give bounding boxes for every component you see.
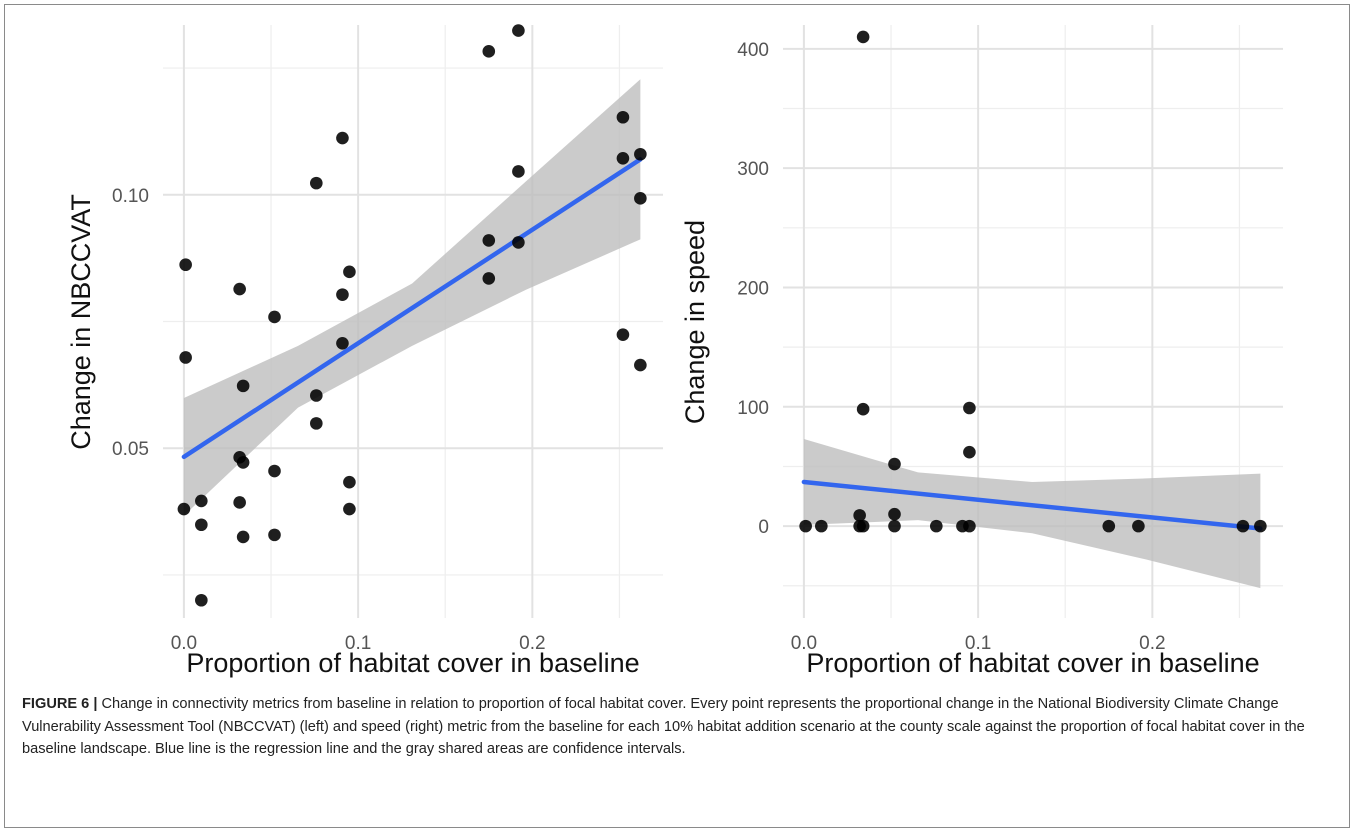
figure-caption: FIGURE 6 | Change in connectivity metric… <box>22 693 1340 761</box>
right-y-tick-label: 100 <box>737 398 769 419</box>
left-data-point <box>634 358 647 372</box>
left-data-point <box>343 502 356 516</box>
right-data-point <box>1102 519 1116 533</box>
left-data-point <box>233 282 246 296</box>
left-data-point <box>268 310 281 324</box>
right-data-point <box>799 519 812 533</box>
right-data-point <box>856 402 870 416</box>
left-data-point <box>195 494 208 508</box>
left-data-point <box>616 328 630 341</box>
left-data-point <box>336 131 349 145</box>
left-y-tick-label: 0.10 <box>112 186 149 207</box>
left-data-point <box>233 496 246 509</box>
right-data-point <box>1132 519 1145 533</box>
left-y-axis-title: Change in NBCCVAT <box>66 194 96 450</box>
caption-text: Change in connectivity metrics from base… <box>22 696 1305 757</box>
left-regression-line <box>181 157 643 460</box>
right-y-axis-title: Change in speed <box>680 220 710 424</box>
left-data-point <box>343 475 356 489</box>
right-data-point <box>963 445 976 459</box>
left-data-point <box>236 456 250 469</box>
right-confidence-band <box>803 439 1261 589</box>
left-data-point <box>195 593 208 607</box>
chart-left-nbccvat: 0.0 0.1 0.2 0.05 0.10 Proportion of habitat c… <box>66 24 663 678</box>
left-data-point <box>482 272 496 285</box>
left-data-point <box>512 236 525 249</box>
right-y-tick-label: 300 <box>737 159 769 180</box>
right-y-tick-label: 400 <box>737 40 769 61</box>
right-data-point <box>1254 519 1267 533</box>
right-data-point <box>963 401 976 415</box>
right-data-point <box>856 519 870 533</box>
right-x-tick-label: 0.2 <box>1139 633 1165 654</box>
right-data-point <box>856 30 870 44</box>
left-data-point <box>179 351 192 364</box>
chart-right-speed: 0.0 0.1 0.2 0 100 200 300 400 Proportion of habi… <box>680 25 1283 678</box>
right-data-point <box>853 509 866 522</box>
left-data-point <box>236 530 250 544</box>
left-data-point <box>310 417 323 430</box>
left-data-point <box>634 192 647 205</box>
right-regression-line <box>801 479 1263 531</box>
left-data-point <box>177 502 191 516</box>
left-data-point <box>634 147 647 161</box>
right-data-point <box>963 519 976 533</box>
left-data-point <box>343 265 356 279</box>
left-data-point <box>336 288 349 301</box>
left-data-point <box>268 528 281 542</box>
right-data-point <box>815 519 828 533</box>
right-x-tick-label: 0.1 <box>965 633 991 654</box>
left-data-point <box>512 165 525 178</box>
left-data-point <box>195 518 208 532</box>
left-data-point <box>482 234 496 247</box>
caption-label: FIGURE 6 | <box>22 696 98 712</box>
left-data-point <box>310 176 323 190</box>
left-x-tick-label: 0.1 <box>345 633 371 654</box>
right-y-tick-label: 0 <box>758 517 769 538</box>
left-x-axis-title: Proportion of habitat cover in baseline <box>186 648 639 678</box>
left-y-tick-label: 0.05 <box>112 439 149 460</box>
left-data-point <box>236 379 250 393</box>
left-data-point <box>616 110 630 124</box>
left-x-tick-label: 0.0 <box>171 633 197 654</box>
right-data-point <box>1236 519 1250 533</box>
right-data-point <box>930 519 943 533</box>
left-confidence-band <box>183 79 641 516</box>
left-data-point <box>512 24 525 37</box>
right-x-axis-title: Proportion of habitat cover in baseline <box>806 648 1259 678</box>
left-x-tick-label: 0.2 <box>519 633 545 654</box>
left-data-point <box>482 45 496 58</box>
right-data-point <box>888 519 901 533</box>
left-data-point <box>616 151 630 165</box>
left-data-point <box>179 258 192 272</box>
right-x-tick-label: 0.0 <box>791 633 817 654</box>
right-data-point <box>888 507 901 521</box>
left-data-point <box>268 464 281 478</box>
right-y-tick-label: 200 <box>737 278 769 299</box>
left-data-point <box>336 336 349 350</box>
right-data-point <box>888 457 901 471</box>
left-data-point <box>310 389 323 402</box>
